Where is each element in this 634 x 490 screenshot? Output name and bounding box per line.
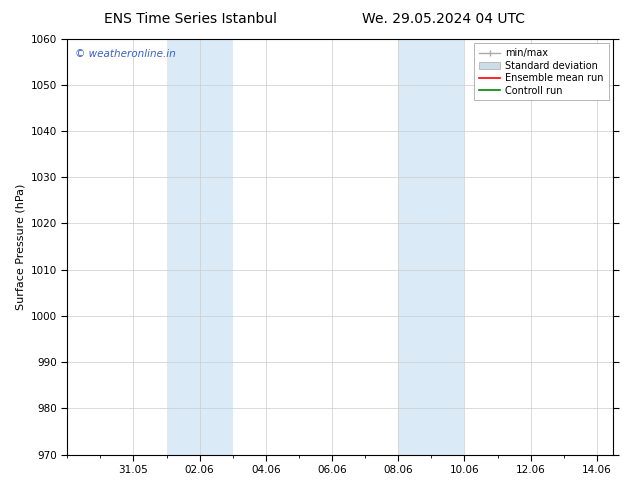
- Bar: [398, 39, 465, 455]
- Bar: [167, 39, 233, 455]
- Text: © weatheronline.in: © weatheronline.in: [75, 49, 176, 59]
- Text: ENS Time Series Istanbul: ENS Time Series Istanbul: [104, 12, 276, 26]
- Y-axis label: Surface Pressure (hPa): Surface Pressure (hPa): [15, 183, 25, 310]
- Text: We. 29.05.2024 04 UTC: We. 29.05.2024 04 UTC: [362, 12, 526, 26]
- Legend: min/max, Standard deviation, Ensemble mean run, Controll run: min/max, Standard deviation, Ensemble me…: [474, 44, 609, 100]
